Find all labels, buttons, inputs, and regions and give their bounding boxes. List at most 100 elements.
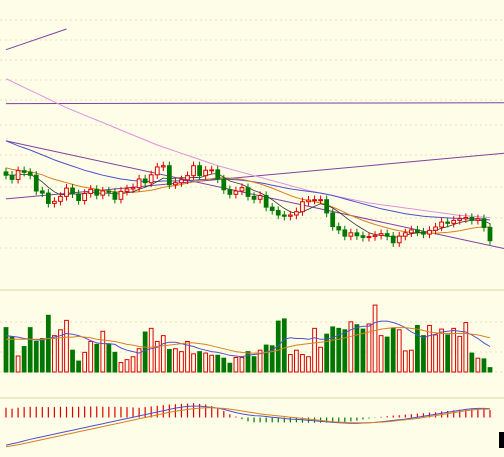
candle bbox=[433, 226, 438, 231]
volume-bar bbox=[251, 356, 257, 373]
volume-bar bbox=[275, 320, 281, 373]
candle bbox=[427, 229, 432, 235]
candle bbox=[294, 211, 299, 216]
volume-bar bbox=[136, 348, 142, 373]
candle bbox=[287, 214, 293, 217]
volume-bar bbox=[45, 314, 51, 373]
volume-bar bbox=[173, 348, 178, 373]
trend-line bbox=[5, 140, 504, 250]
candle bbox=[52, 200, 57, 204]
candle bbox=[275, 209, 281, 216]
volume-bar bbox=[154, 340, 160, 373]
candle bbox=[263, 195, 269, 208]
volume-bar bbox=[378, 335, 384, 373]
volume-bar bbox=[457, 335, 463, 373]
volume-bar bbox=[481, 358, 487, 373]
candle bbox=[76, 193, 81, 202]
volume-bar bbox=[269, 345, 275, 373]
candle bbox=[221, 178, 227, 191]
candle bbox=[312, 199, 317, 202]
candle bbox=[300, 201, 305, 213]
candle bbox=[88, 188, 94, 194]
candle bbox=[45, 192, 51, 204]
volume-bar bbox=[215, 354, 221, 373]
volume-bar bbox=[348, 321, 354, 373]
trend-line bbox=[5, 28, 67, 51]
volume-bar bbox=[221, 357, 227, 373]
candle bbox=[251, 195, 257, 200]
candle bbox=[239, 187, 245, 192]
candle bbox=[160, 165, 166, 168]
volume-bar bbox=[3, 327, 9, 373]
volume-bar bbox=[312, 327, 317, 373]
volume-bar bbox=[384, 336, 390, 373]
volume-bar bbox=[281, 318, 287, 373]
volume-bar bbox=[245, 351, 251, 373]
candle bbox=[185, 175, 190, 181]
volume-bar bbox=[366, 323, 372, 373]
volume-bar bbox=[27, 327, 33, 373]
trend-line bbox=[5, 102, 504, 105]
candle bbox=[481, 218, 487, 228]
volume-bar bbox=[336, 327, 342, 373]
volume-bar bbox=[324, 333, 330, 373]
grid bbox=[0, 19, 504, 399]
volume-bar bbox=[124, 359, 130, 373]
indicator-panel bbox=[5, 403, 491, 448]
candle bbox=[136, 178, 142, 189]
volume-bar bbox=[58, 329, 63, 373]
candle bbox=[396, 235, 402, 244]
volume-bar bbox=[445, 334, 451, 373]
candle bbox=[209, 169, 215, 172]
volume-bar bbox=[100, 330, 106, 373]
candle bbox=[124, 188, 130, 192]
volume-bar bbox=[209, 354, 215, 373]
candle bbox=[215, 169, 221, 180]
candle bbox=[463, 217, 469, 220]
candle bbox=[94, 188, 100, 196]
volume-ma-b-line bbox=[6, 327, 491, 354]
volume-bar bbox=[21, 346, 27, 373]
volume-bar bbox=[88, 340, 94, 373]
candle bbox=[33, 174, 39, 192]
volume-bar bbox=[263, 344, 269, 373]
candle bbox=[360, 235, 366, 238]
volume-bar bbox=[166, 348, 172, 373]
dea-line bbox=[5, 407, 490, 448]
volume-bar bbox=[390, 327, 396, 373]
candle bbox=[82, 192, 88, 202]
volume-bar bbox=[106, 343, 112, 373]
candle bbox=[233, 190, 239, 195]
volume-bar bbox=[408, 349, 414, 373]
candle bbox=[402, 232, 408, 237]
volume-bar bbox=[148, 327, 154, 373]
candle bbox=[415, 229, 420, 233]
candle bbox=[475, 218, 481, 221]
volume-panel bbox=[3, 304, 493, 373]
volume-bar bbox=[203, 352, 209, 373]
volume-bar bbox=[82, 351, 88, 373]
candle bbox=[336, 226, 342, 231]
volume-bar bbox=[33, 340, 39, 373]
candle bbox=[39, 190, 45, 194]
volume-bar bbox=[257, 349, 263, 373]
volume-bar bbox=[179, 351, 184, 373]
volume-bar bbox=[402, 350, 408, 373]
candle bbox=[487, 226, 493, 242]
volume-bar bbox=[112, 351, 118, 373]
candle bbox=[70, 187, 75, 195]
volume-bar bbox=[396, 329, 402, 373]
volume-bar bbox=[439, 328, 444, 373]
candle bbox=[257, 195, 263, 200]
candle bbox=[451, 219, 457, 224]
candle bbox=[324, 199, 330, 214]
candle bbox=[203, 169, 209, 177]
candle bbox=[197, 165, 202, 177]
volume-bar bbox=[52, 335, 57, 373]
candle bbox=[330, 212, 336, 228]
candle bbox=[21, 170, 27, 173]
price-panel bbox=[3, 28, 504, 250]
volume-bar bbox=[415, 324, 420, 373]
volume-bar bbox=[15, 355, 21, 373]
